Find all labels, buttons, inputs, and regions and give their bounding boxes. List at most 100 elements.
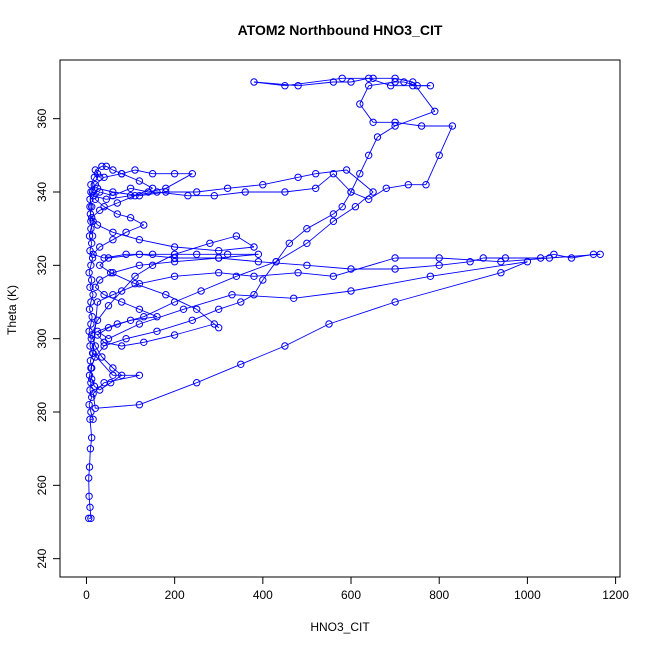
data-point bbox=[347, 265, 355, 273]
data-point bbox=[85, 401, 93, 409]
series-segment bbox=[209, 235, 237, 244]
series-segment bbox=[112, 231, 140, 241]
data-point bbox=[193, 379, 201, 387]
data-point bbox=[250, 243, 258, 251]
data-point bbox=[109, 166, 117, 174]
data-point bbox=[215, 247, 223, 255]
data-point bbox=[272, 258, 280, 266]
series-segment bbox=[293, 290, 352, 299]
series-segment bbox=[218, 253, 259, 259]
data-point bbox=[144, 188, 152, 196]
data-point bbox=[104, 324, 113, 332]
data-point bbox=[109, 291, 117, 299]
series-segment bbox=[143, 334, 175, 343]
series-segment bbox=[130, 316, 158, 321]
series-segment bbox=[92, 382, 105, 395]
series-segment bbox=[412, 81, 436, 112]
series-segment bbox=[130, 191, 158, 197]
series-segment bbox=[218, 257, 259, 263]
data-point bbox=[285, 239, 293, 248]
series-segment bbox=[439, 261, 471, 266]
data-point bbox=[250, 291, 258, 299]
data-point bbox=[501, 254, 510, 262]
series-segment bbox=[174, 246, 219, 252]
data-point bbox=[126, 316, 135, 324]
series-segment bbox=[94, 191, 101, 200]
data-point bbox=[210, 192, 219, 200]
data-point bbox=[86, 445, 95, 453]
data-point bbox=[404, 181, 412, 189]
series-segment bbox=[89, 353, 94, 361]
data-point bbox=[400, 78, 408, 86]
series-segment bbox=[284, 77, 343, 87]
series-segment bbox=[95, 286, 105, 296]
data-point bbox=[259, 181, 267, 189]
data-point bbox=[387, 82, 395, 90]
data-point bbox=[93, 316, 102, 324]
series-segment bbox=[253, 279, 264, 295]
series-segment bbox=[99, 239, 114, 248]
data-point bbox=[86, 283, 94, 291]
series-segment bbox=[139, 382, 197, 406]
data-series bbox=[85, 74, 604, 522]
data-point bbox=[88, 239, 96, 248]
chart-title: ATOM2 Northbound HNO3_CIT bbox=[238, 22, 443, 38]
data-point bbox=[87, 320, 95, 328]
data-point bbox=[148, 170, 157, 178]
series-segment bbox=[99, 272, 114, 281]
series-segment bbox=[156, 191, 188, 197]
series-segment bbox=[200, 275, 237, 292]
data-point bbox=[170, 258, 179, 266]
series-segment bbox=[439, 257, 501, 263]
x-tick-label: 0 bbox=[83, 588, 90, 602]
data-point bbox=[96, 188, 104, 196]
data-point bbox=[113, 210, 122, 218]
data-point bbox=[140, 313, 148, 321]
data-point bbox=[162, 184, 170, 193]
data-point bbox=[87, 225, 95, 233]
y-axis: 240 260 280 300 320 340 360 bbox=[35, 108, 61, 569]
data-point bbox=[197, 287, 205, 295]
series-segment bbox=[139, 253, 175, 259]
series-segment bbox=[341, 191, 352, 207]
series-segment bbox=[253, 81, 285, 87]
data-point bbox=[232, 272, 241, 280]
series-segment bbox=[89, 507, 92, 519]
data-point bbox=[91, 166, 100, 174]
data-point bbox=[422, 181, 430, 189]
data-point bbox=[126, 184, 135, 193]
data-point bbox=[93, 327, 102, 335]
series-segment bbox=[549, 253, 601, 259]
data-point bbox=[135, 320, 144, 328]
series-segment bbox=[94, 279, 101, 288]
data-point bbox=[409, 82, 417, 90]
y-tick-label: 300 bbox=[35, 328, 49, 348]
data-point bbox=[88, 313, 96, 321]
data-point bbox=[329, 78, 338, 86]
data-point bbox=[85, 327, 93, 335]
data-point bbox=[170, 298, 179, 306]
data-point bbox=[545, 254, 554, 262]
series-segment bbox=[92, 301, 98, 354]
data-point bbox=[87, 217, 95, 226]
series-segment bbox=[90, 177, 95, 185]
series-segment bbox=[139, 275, 175, 285]
series-segment bbox=[333, 206, 343, 215]
x-tick-label: 600 bbox=[341, 588, 361, 602]
data-point bbox=[596, 250, 604, 259]
data-point bbox=[109, 236, 117, 244]
series-segment bbox=[117, 316, 144, 325]
y-tick-label: 260 bbox=[35, 475, 49, 495]
series-segment bbox=[92, 246, 101, 255]
data-point bbox=[329, 272, 338, 280]
series-segment bbox=[355, 191, 374, 208]
data-point bbox=[391, 298, 399, 306]
data-point bbox=[391, 74, 399, 83]
series-segment bbox=[90, 294, 94, 303]
data-point bbox=[126, 214, 135, 222]
data-point bbox=[413, 82, 421, 90]
data-point bbox=[466, 258, 474, 266]
data-point bbox=[88, 375, 96, 383]
data-point bbox=[85, 305, 94, 313]
series-segment bbox=[231, 294, 294, 299]
